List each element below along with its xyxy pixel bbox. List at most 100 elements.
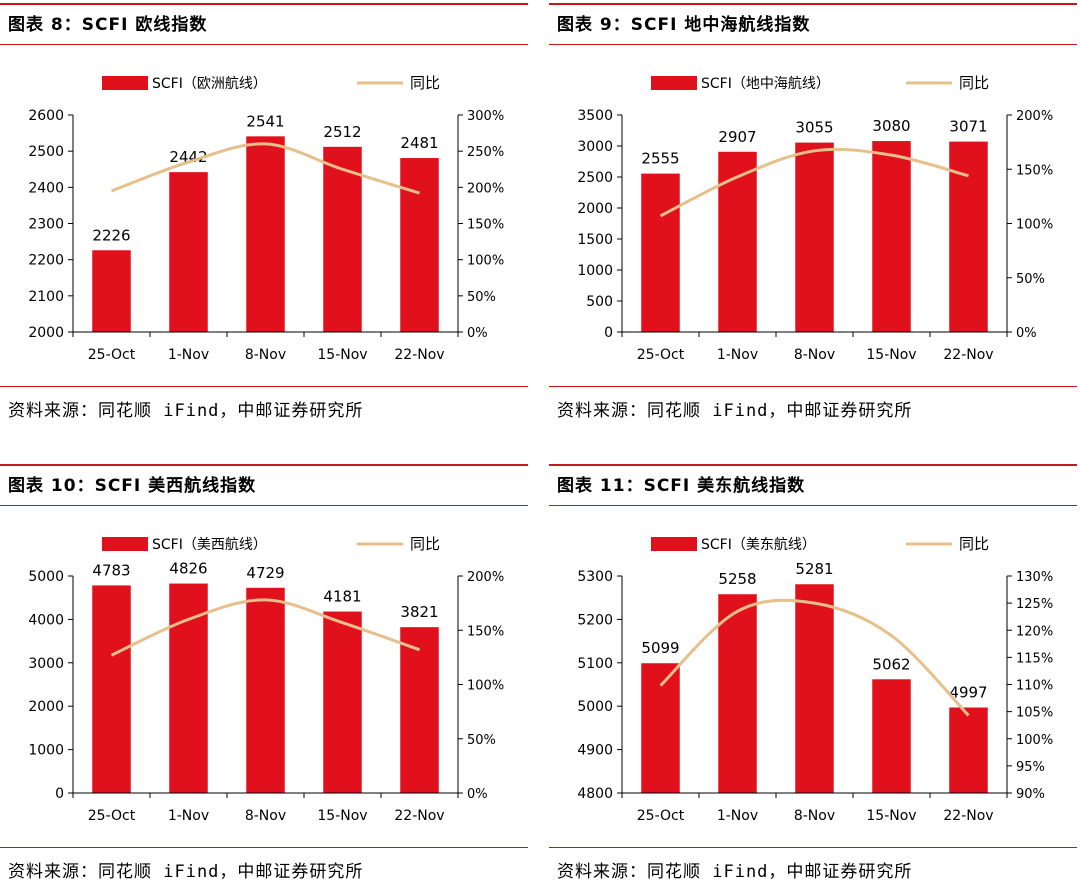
chart-panel-us-west: 图表 10：SCFI 美西航线指数 SCFI（美西航线） 同比 4783 4826 47… <box>0 461 528 889</box>
data-label: 5062 <box>872 655 910 673</box>
right-tick-label: 200% <box>1016 109 1053 124</box>
combo-chart-us-west: SCFI（美西航线） 同比 4783 4826 4729 4181 3821 0 1000 200… <box>28 535 504 824</box>
left-tick-label: 2600 <box>28 108 64 124</box>
bar <box>641 173 680 332</box>
right-tick-label: 50% <box>467 733 496 748</box>
right-tick-label: 100% <box>467 679 504 694</box>
x-tick-label: 22-Nov <box>394 347 444 363</box>
bar <box>323 611 362 793</box>
right-tick-label: 50% <box>1016 272 1045 287</box>
bar <box>795 584 834 793</box>
right-tick-label: 250% <box>467 145 504 160</box>
data-label: 2541 <box>246 112 284 130</box>
legend-line-label: 同比 <box>959 74 989 92</box>
combo-chart-mediterranean: SCFI（地中海航线） 同比 2555 2907 3055 3080 3071 0 500 100… <box>577 74 1053 363</box>
left-tick-label: 4000 <box>28 612 64 628</box>
left-tick-label: 2000 <box>28 325 64 341</box>
right-tick-label: 115% <box>1016 651 1053 666</box>
x-tick-label: 22-Nov <box>394 808 444 824</box>
left-tick-label: 1000 <box>577 263 613 279</box>
x-tick-label: 15-Nov <box>866 808 916 824</box>
data-label: 5281 <box>795 560 833 578</box>
legend-bar-swatch <box>102 537 148 551</box>
right-tick-label: 50% <box>467 290 496 305</box>
left-tick-label: 5200 <box>577 612 613 628</box>
source-note: 资料来源：同花顺 iFind，中邮证券研究所 <box>8 401 364 421</box>
left-tick-label: 2300 <box>28 217 64 233</box>
bar <box>718 594 757 793</box>
bar <box>795 142 834 332</box>
chart-panel-us-east: 图表 11：SCFI 美东航线指数 SCFI（美东航线） 同比 5099 5258 52… <box>549 461 1077 889</box>
x-tick-label: 8-Nov <box>794 347 835 363</box>
left-tick-label: 2500 <box>28 144 64 160</box>
bar <box>872 679 911 793</box>
bar <box>872 141 911 332</box>
chart-panel-mediterranean: 图表 9：SCFI 地中海航线指数 SCFI（地中海航线） 同比 2555 2907 3… <box>549 0 1077 428</box>
bar <box>949 707 988 793</box>
data-label: 5099 <box>641 639 679 657</box>
bar <box>949 141 988 332</box>
yoy-line <box>110 598 420 657</box>
chart-title: 图表 10：SCFI 美西航线指数 <box>0 464 528 506</box>
right-tick-label: 0% <box>467 326 488 341</box>
x-tick-label: 25-Oct <box>88 808 136 824</box>
source-divider <box>549 386 1077 387</box>
x-tick-label: 8-Nov <box>794 808 835 824</box>
x-tick-label: 22-Nov <box>943 808 993 824</box>
bar <box>323 146 362 332</box>
x-tick-label: 15-Nov <box>317 347 367 363</box>
data-label: 2442 <box>169 148 207 166</box>
x-tick-label: 15-Nov <box>866 347 916 363</box>
right-tick-label: 120% <box>1016 624 1053 639</box>
legend-bar-label: SCFI（地中海航线） <box>701 76 830 92</box>
left-tick-label: 4800 <box>577 786 613 802</box>
source-divider <box>0 386 528 387</box>
x-tick-label: 25-Oct <box>637 808 685 824</box>
left-tick-label: 1500 <box>577 232 613 248</box>
x-tick-label: 1-Nov <box>168 808 209 824</box>
data-label: 3055 <box>795 119 833 137</box>
right-tick-label: 0% <box>1016 326 1037 341</box>
bar <box>246 136 285 332</box>
data-label: 5258 <box>718 570 756 588</box>
x-tick-label: 1-Nov <box>168 347 209 363</box>
left-tick-label: 500 <box>586 294 613 310</box>
chart-title: 图表 8：SCFI 欧线指数 <box>0 3 528 45</box>
chart-title: 图表 11：SCFI 美东航线指数 <box>549 464 1077 506</box>
chart-panel-europe: 图表 8：SCFI 欧线指数 SCFI（欧洲航线） 同比 2226 2442 2541 2… <box>0 0 528 428</box>
left-tick-label: 2400 <box>28 180 64 196</box>
right-tick-label: 100% <box>1016 218 1053 233</box>
source-note: 资料来源：同花顺 iFind，中邮证券研究所 <box>557 862 913 882</box>
left-tick-label: 2000 <box>577 201 613 217</box>
data-label: 4826 <box>169 560 207 578</box>
bar <box>92 250 131 332</box>
data-label: 4997 <box>949 684 987 702</box>
bar <box>718 151 757 332</box>
data-label: 4181 <box>323 588 361 606</box>
left-tick-label: 5000 <box>577 699 613 715</box>
right-tick-label: 150% <box>467 624 504 639</box>
right-tick-label: 150% <box>467 218 504 233</box>
data-label: 2907 <box>718 128 756 146</box>
left-tick-label: 2100 <box>28 289 64 305</box>
x-tick-label: 25-Oct <box>88 347 136 363</box>
left-tick-label: 0 <box>55 786 64 802</box>
legend-bar-label: SCFI（欧洲航线） <box>152 76 267 92</box>
left-tick-label: 5300 <box>577 569 613 585</box>
right-tick-label: 100% <box>467 254 504 269</box>
legend-line-label: 同比 <box>959 535 989 553</box>
data-label: 2226 <box>92 226 130 244</box>
data-label: 2512 <box>323 123 361 141</box>
left-tick-label: 2000 <box>28 699 64 715</box>
yoy-line <box>110 142 420 195</box>
left-tick-label: 5000 <box>28 569 64 585</box>
data-label: 2555 <box>641 150 679 168</box>
bar <box>400 158 439 332</box>
legend-line-label: 同比 <box>410 74 440 92</box>
legend-bar-label: SCFI（美西航线） <box>152 537 267 553</box>
left-tick-label: 3000 <box>28 656 64 672</box>
x-tick-label: 8-Nov <box>245 347 286 363</box>
x-tick-label: 25-Oct <box>637 347 685 363</box>
left-tick-label: 1000 <box>28 743 64 759</box>
yoy-line <box>659 147 969 218</box>
